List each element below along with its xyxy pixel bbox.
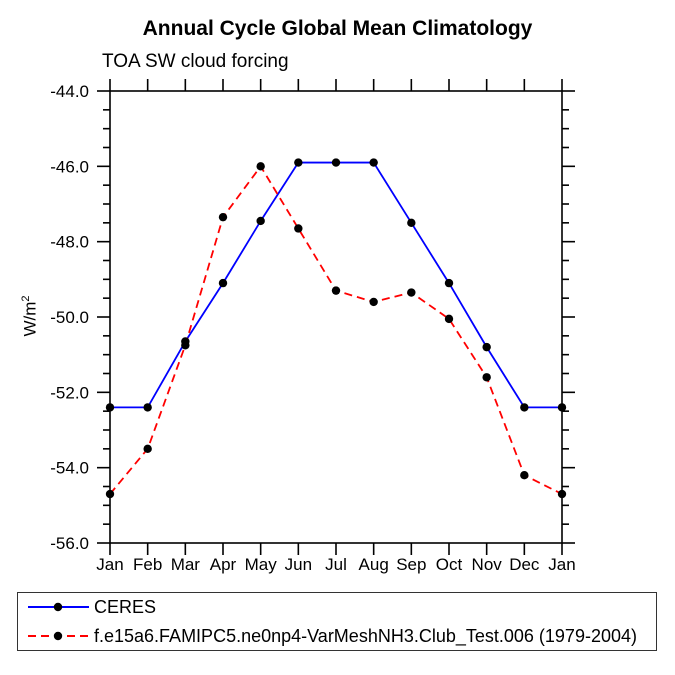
series-marker-0: [143, 403, 152, 412]
series-marker-0: [331, 158, 341, 167]
series-marker-0: [218, 278, 228, 288]
series-marker-0: [294, 158, 303, 167]
series-marker-1: [482, 373, 491, 382]
series-marker-1: [369, 297, 378, 307]
series-marker-1: [407, 288, 416, 297]
x-tick-label: Jan: [548, 555, 575, 574]
x-tick-label: Dec: [509, 555, 540, 574]
series-line-1: [109, 164, 563, 495]
series-marker-1: [143, 444, 152, 454]
series-marker-1: [294, 224, 303, 233]
series-marker-0: [557, 403, 567, 412]
y-tick-label: -56.0: [50, 534, 89, 553]
chart-title: Annual Cycle Global Mean Climatology: [142, 17, 533, 40]
legend-item-model: f.e15a6.FAMIPC5.ne0np4-VarMeshNH3.Club_T…: [27, 627, 656, 645]
series-marker-0: [520, 403, 529, 412]
x-tick-label: Jul: [325, 555, 347, 574]
series-marker-0: [369, 158, 378, 167]
x-axis-ticks: Jan Feb Mar Apr May Jun Jul Aug Sep Oct Nov Dec Jan: [96, 79, 576, 574]
y-tick-label: -52.0: [50, 383, 89, 402]
series-marker-1: [444, 314, 454, 324]
x-tick-label: Nov: [472, 555, 503, 574]
y-axis-ticks: -44.0 -46.0 -48.0 -50.0 -52.0 -54.0 -56.0: [50, 82, 575, 553]
legend-item-ceres: CERES: [27, 598, 656, 616]
x-tick-label: Jun: [285, 555, 312, 574]
series-marker-1: [218, 212, 228, 222]
series-marker-1: [520, 471, 529, 480]
x-tick-label: Feb: [133, 555, 162, 574]
series-marker-0: [256, 216, 265, 226]
series-marker-1: [331, 286, 341, 295]
plot-border: [109, 90, 563, 544]
series-marker-1: [256, 162, 265, 171]
series-marker-0: [105, 403, 115, 412]
legend-box: CERES f.e15a6.FAMIPC5.ne0np4-VarMeshNH3.…: [17, 592, 657, 651]
series-line-0: [110, 161, 562, 409]
chart-subtitle: TOA SW cloud forcing: [102, 51, 289, 72]
series-marker-1: [105, 489, 115, 499]
x-tick-label: May: [245, 555, 278, 574]
series-marker-0: [407, 218, 416, 228]
x-tick-label: Mar: [171, 555, 201, 574]
y-tick-label: -46.0: [50, 157, 89, 176]
y-tick-label: -50.0: [50, 308, 89, 327]
series-marker-0: [482, 342, 491, 352]
x-tick-label: Apr: [210, 555, 237, 574]
y-tick-label: -54.0: [50, 459, 89, 478]
legend-label-model: f.e15a6.FAMIPC5.ne0np4-VarMeshNH3.Club_T…: [94, 625, 637, 646]
x-tick-label: Oct: [436, 555, 463, 574]
x-tick-label: Aug: [359, 555, 389, 574]
x-tick-label: Sep: [396, 555, 426, 574]
legend-swatch-dashed-line: [28, 631, 89, 640]
series-marker-1: [557, 489, 567, 499]
x-tick-label: Jan: [96, 555, 123, 574]
series-marker-1: [181, 341, 190, 350]
y-tick-label: -48.0: [50, 233, 89, 252]
legend-swatch-solid-line: [28, 603, 89, 612]
legend-label-ceres: CERES: [94, 597, 157, 618]
series-marker-0: [444, 278, 454, 288]
y-tick-label: -44.0: [50, 82, 89, 101]
